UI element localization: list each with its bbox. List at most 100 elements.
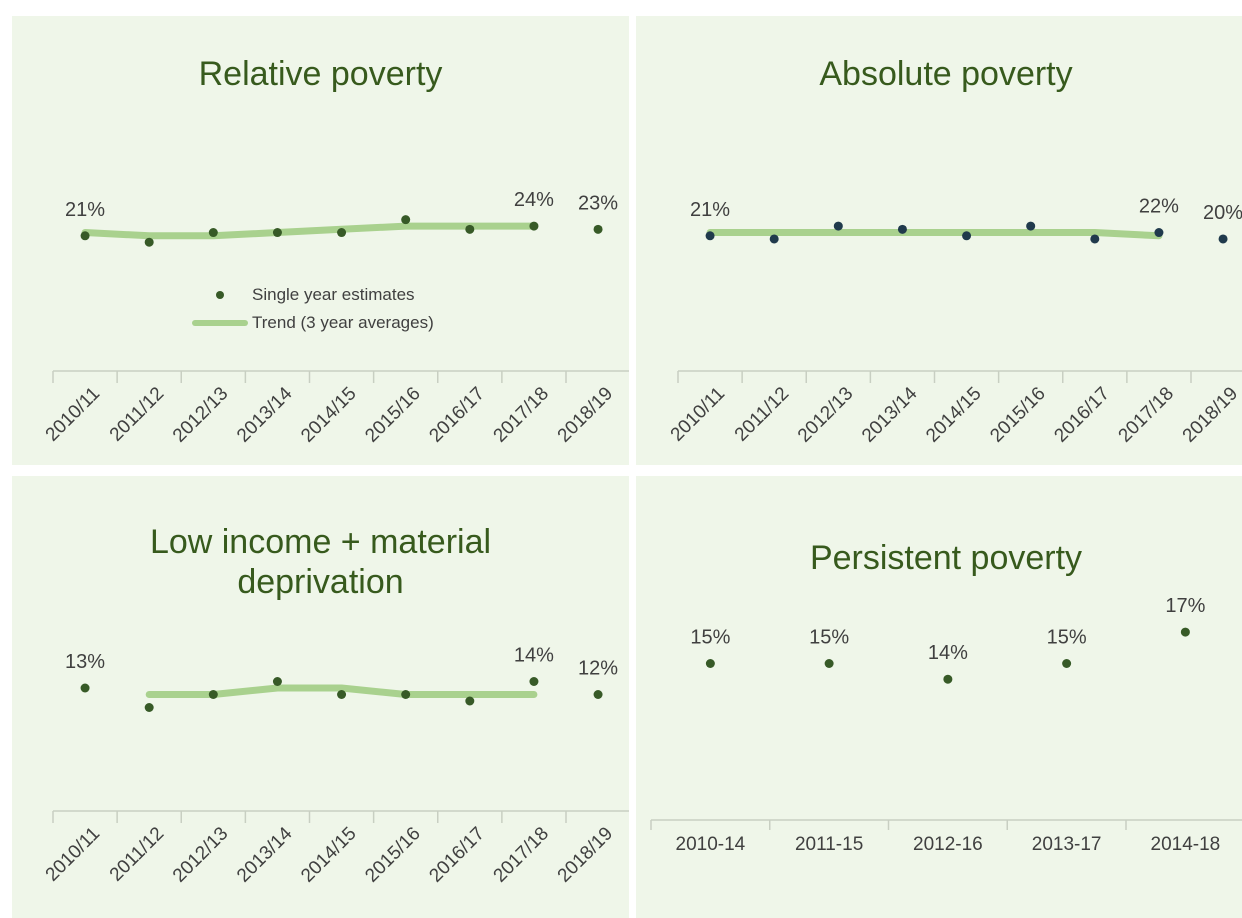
data-point bbox=[962, 231, 972, 241]
x-tick-label: 2014-18 bbox=[1151, 834, 1221, 855]
x-tick-label: 2011-15 bbox=[795, 834, 863, 855]
data-label: 24% bbox=[514, 189, 554, 211]
chart-title-line: deprivation bbox=[237, 563, 404, 601]
legend-label: Single year estimates bbox=[252, 285, 415, 304]
data-point bbox=[705, 659, 715, 668]
x-tick-label: 2012/13 bbox=[169, 383, 232, 446]
data-point bbox=[1026, 221, 1036, 231]
absolute-poverty-chart: 2010/11 2011/12 2012/13 2013/14 2014/15 2015/… bbox=[667, 196, 1242, 447]
data-label: 15% bbox=[809, 627, 849, 649]
data-point bbox=[272, 228, 282, 238]
x-tick-label: 2012-16 bbox=[913, 834, 983, 855]
legend-label: Trend (3 year averages) bbox=[252, 313, 434, 332]
x-tick-label: 2011/12 bbox=[106, 823, 168, 885]
trend-line bbox=[81, 222, 538, 240]
chart-title: Relative poverty bbox=[198, 55, 443, 93]
x-tick-label: 2016/17 bbox=[425, 383, 488, 446]
relative-poverty-chart: 2010/11 2011/12 2012/13 2013/14 2014/15 2015/… bbox=[42, 189, 629, 447]
x-tick-label: 2015/16 bbox=[986, 383, 1049, 446]
x-tick-label: 2013/14 bbox=[233, 383, 297, 447]
data-point bbox=[208, 228, 218, 238]
data-label: 14% bbox=[928, 642, 968, 664]
low-income-deprivation-chart: 2010/11 2011/12 2012/13 2013/14 2014/15 2015/… bbox=[42, 645, 629, 887]
x-tick-label: 2015/16 bbox=[361, 823, 424, 886]
data-label: 15% bbox=[690, 627, 730, 649]
data-point bbox=[593, 690, 603, 699]
legend: Single year estimates Trend (3 year aver… bbox=[192, 281, 434, 337]
data-point bbox=[80, 683, 90, 693]
low-income-deprivation-panel: Low income + material deprivation 2010/1… bbox=[12, 476, 629, 918]
data-label: 23% bbox=[578, 192, 618, 214]
x-tick-label: 2017/18 bbox=[490, 383, 553, 446]
x-tick-label: 2016/17 bbox=[425, 823, 488, 886]
chart-title: Absolute poverty bbox=[819, 55, 1073, 93]
x-tick-label: 2010/11 bbox=[42, 823, 104, 885]
data-point bbox=[337, 690, 347, 699]
persistent-poverty-chart: 2010-14 2011-15 2012-16 2013-17 2014-18 15% 15… bbox=[650, 595, 1242, 855]
x-tick-label: 2018/19 bbox=[554, 823, 617, 886]
data-point bbox=[401, 215, 411, 225]
chart-title: Low income + material deprivation bbox=[12, 522, 629, 602]
data-point bbox=[80, 231, 90, 241]
legend-dot-swatch bbox=[192, 291, 248, 299]
data-label: 22% bbox=[1139, 196, 1179, 218]
x-tick-label: 2013/14 bbox=[233, 823, 297, 887]
data-label: 14% bbox=[514, 645, 554, 667]
data-point bbox=[529, 677, 539, 686]
data-point bbox=[897, 224, 907, 234]
x-tick-label: 2017/18 bbox=[490, 823, 553, 886]
x-tick-label: 2015/16 bbox=[361, 383, 424, 446]
data-point bbox=[337, 228, 347, 238]
data-point bbox=[1154, 228, 1164, 238]
legend-item-trend: Trend (3 year averages) bbox=[192, 309, 434, 337]
x-tick-label: 2018/19 bbox=[1179, 383, 1242, 446]
data-point bbox=[833, 221, 843, 231]
relative-poverty-panel: Relative poverty 2010/11 2011/12 2012/13 20… bbox=[12, 16, 629, 465]
data-label: 15% bbox=[1047, 627, 1087, 649]
data-label: 20% bbox=[1203, 202, 1242, 224]
data-point bbox=[465, 696, 475, 706]
data-point bbox=[144, 237, 154, 247]
x-tick-label: 2014/15 bbox=[297, 383, 360, 446]
data-point bbox=[401, 690, 411, 699]
data-point bbox=[1180, 627, 1190, 637]
x-tick-label: 2014/15 bbox=[297, 823, 360, 886]
data-point bbox=[272, 677, 282, 686]
absolute-poverty-panel: Absolute poverty 2010/11 2011/12 2012/13 20… bbox=[636, 16, 1242, 465]
x-tick-label: 2013/14 bbox=[858, 383, 922, 447]
data-point bbox=[208, 690, 218, 699]
x-tick-label: 2014/15 bbox=[922, 383, 985, 446]
data-point bbox=[705, 231, 715, 241]
data-label: 17% bbox=[1165, 595, 1205, 617]
x-tick-label: 2012/13 bbox=[169, 823, 232, 886]
data-label: 12% bbox=[578, 658, 618, 680]
x-tick-label: 2017/18 bbox=[1115, 383, 1178, 446]
data-label: 21% bbox=[690, 199, 730, 221]
data-point bbox=[943, 674, 953, 684]
data-point bbox=[1218, 234, 1228, 244]
x-tick-label: 2010/11 bbox=[667, 383, 729, 445]
data-point bbox=[465, 224, 475, 234]
data-point bbox=[769, 234, 779, 244]
chart-title: Persistent poverty bbox=[809, 539, 1083, 577]
data-point bbox=[144, 703, 154, 712]
legend-line-swatch bbox=[192, 320, 248, 326]
data-point bbox=[593, 224, 603, 234]
data-point bbox=[529, 221, 539, 231]
data-label: 13% bbox=[65, 651, 105, 673]
data-point bbox=[1090, 234, 1100, 244]
data-point bbox=[824, 659, 834, 668]
legend-item-single-year: Single year estimates bbox=[192, 281, 434, 309]
data-label: 21% bbox=[65, 199, 105, 221]
x-tick-label: 2010/11 bbox=[42, 383, 104, 445]
x-tick-label: 2013-17 bbox=[1032, 834, 1102, 855]
trend-line bbox=[706, 229, 1163, 240]
chart-title-line: Low income + material bbox=[149, 523, 492, 561]
x-tick-label: 2012/13 bbox=[794, 383, 857, 446]
x-tick-label: 2018/19 bbox=[554, 383, 617, 446]
persistent-poverty-panel: Persistent poverty 2010-14 2011-15 2012-16… bbox=[636, 476, 1242, 918]
x-tick-label: 2011/12 bbox=[731, 383, 793, 445]
x-tick-label: 2016/17 bbox=[1050, 383, 1113, 446]
x-tick-label: 2011/12 bbox=[106, 383, 168, 445]
x-tick-label: 2010-14 bbox=[676, 834, 746, 855]
